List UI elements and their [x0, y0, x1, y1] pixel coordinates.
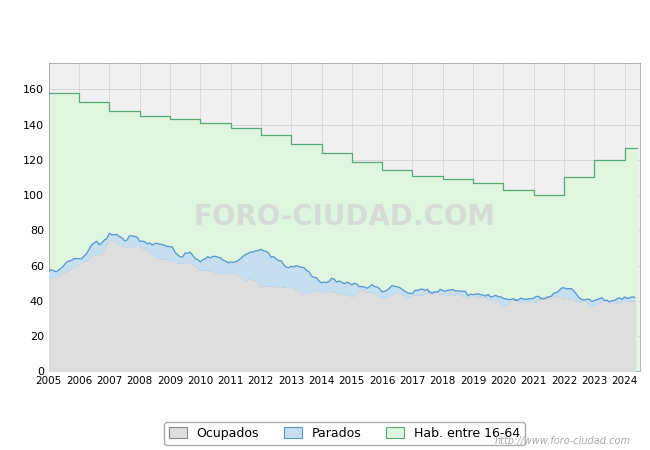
- Legend: Ocupados, Parados, Hab. entre 16-64: Ocupados, Parados, Hab. entre 16-64: [164, 422, 525, 445]
- Text: http://www.foro-ciudad.com: http://www.foro-ciudad.com: [495, 436, 630, 446]
- Text: Bello - Evolucion de la poblacion en edad de Trabajar Mayo de 2024: Bello - Evolucion de la poblacion en eda…: [77, 20, 573, 35]
- Text: FORO-CIUDAD.COM: FORO-CIUDAD.COM: [194, 203, 495, 231]
